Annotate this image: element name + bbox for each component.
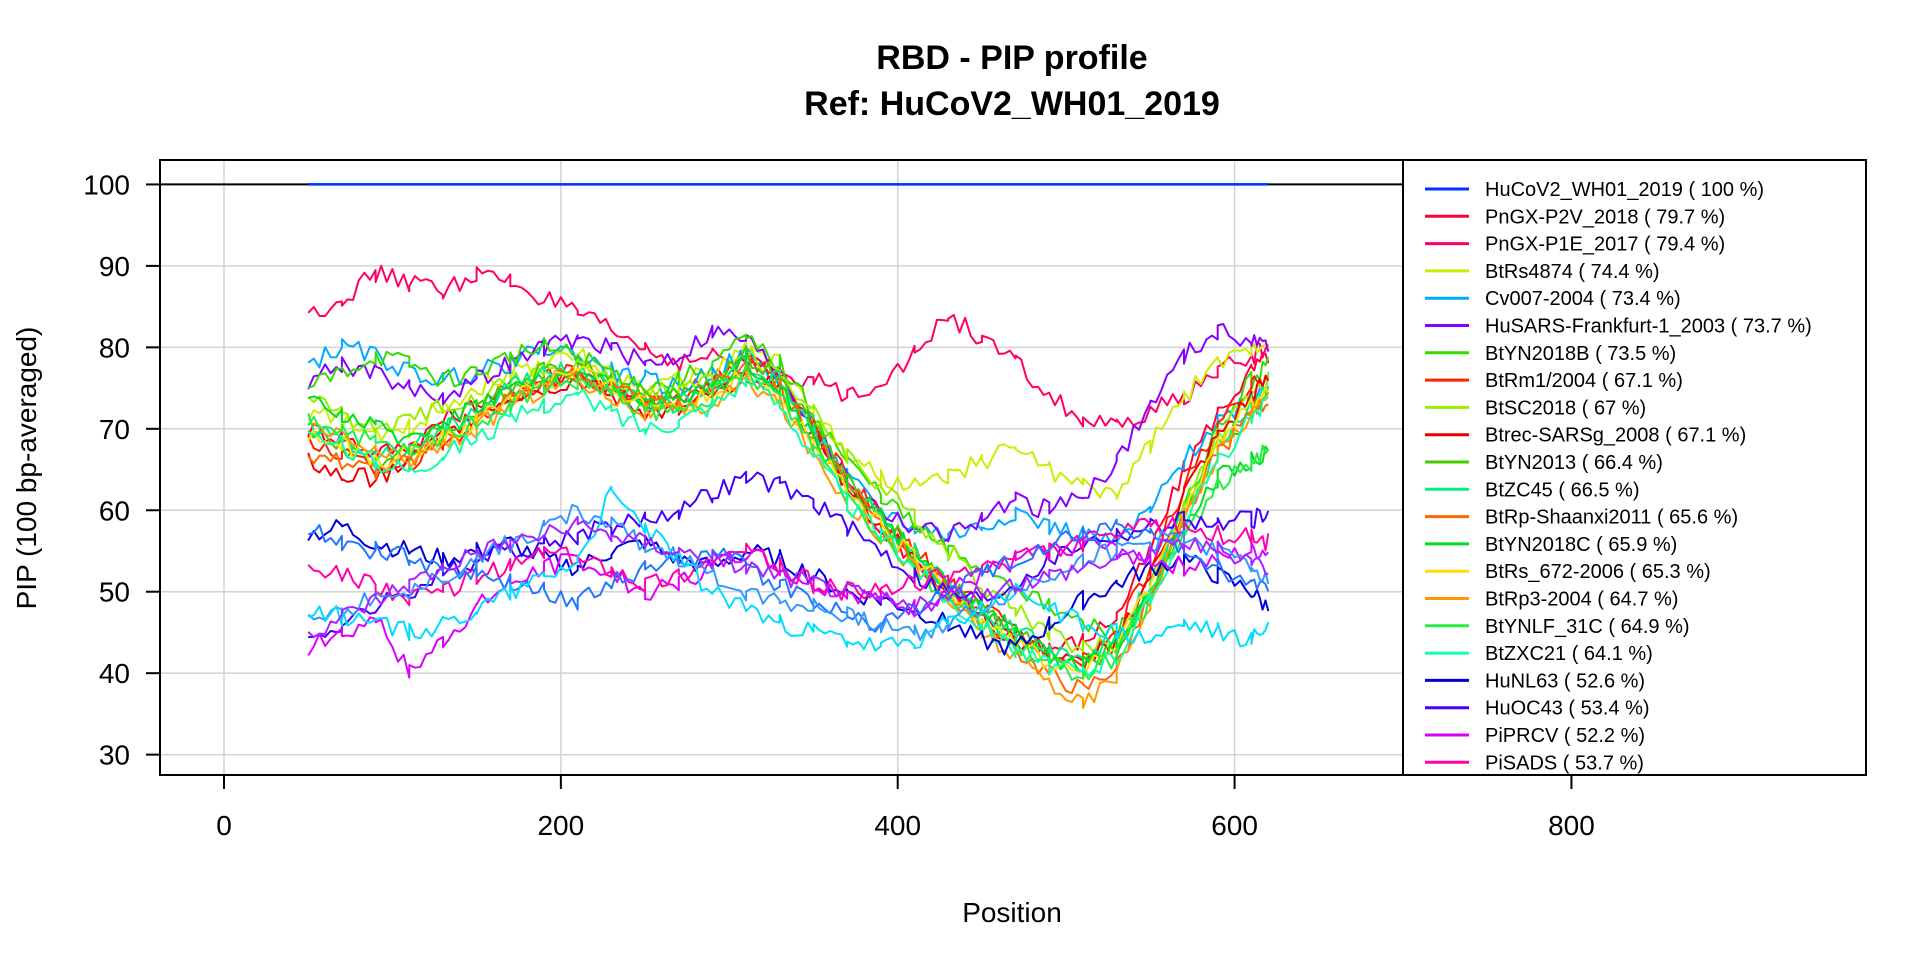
legend-label: BtZXC21 ( 64.1 %) — [1485, 643, 1653, 665]
x-tick-label: 800 — [1548, 810, 1595, 841]
legend-label: PiSADS ( 53.7 %) — [1485, 752, 1644, 774]
series-line — [307, 377, 1269, 677]
y-tick-label: 60 — [99, 495, 130, 526]
legend-label: BtYN2018B ( 73.5 %) — [1485, 343, 1676, 365]
chart-title: RBD - PIP profile — [876, 39, 1147, 77]
legend-label: PnGX-P2V_2018 ( 79.7 %) — [1485, 206, 1725, 228]
series-line — [307, 485, 1270, 652]
legend-label: BtSC2018 ( 67 %) — [1485, 397, 1646, 419]
x-tick-label: 400 — [874, 810, 921, 841]
legend-label: Cv007-2004 ( 73.4 %) — [1485, 288, 1681, 310]
series-line — [307, 503, 1270, 642]
legend-label: BtRm1/2004 ( 67.1 %) — [1485, 370, 1683, 392]
y-tick-label: 100 — [83, 169, 130, 200]
x-axis-title: Position — [962, 897, 1062, 928]
series-line — [307, 518, 1270, 633]
series-line — [307, 337, 1270, 545]
series-line — [308, 470, 1270, 639]
y-tick-label: 80 — [99, 332, 130, 363]
y-tick-label: 40 — [99, 658, 130, 689]
legend-label: BtYN2018C ( 65.9 %) — [1485, 534, 1677, 556]
y-tick-label: 90 — [99, 251, 130, 282]
legend-label: BtYN2013 ( 66.4 %) — [1485, 452, 1663, 474]
legend-label: BtRs4874 ( 74.4 %) — [1485, 261, 1660, 283]
legend-label: HuNL63 ( 52.6 %) — [1485, 670, 1645, 692]
plot-area: 30 40 50 60 70 80 90 100 0 200 400 600 800 HuCoV2_WH0… — [83, 159, 1867, 841]
y-axis-title: PIP (100 bp-averaged) — [11, 327, 42, 610]
legend-label: HuCoV2_WH01_2019 ( 100 %) — [1485, 179, 1764, 201]
x-tick-label: 200 — [537, 810, 584, 841]
y-tick-label: 30 — [99, 740, 130, 771]
y-tick-label: 70 — [99, 414, 130, 445]
series-line — [307, 515, 1269, 639]
legend-label: BtRs_672-2006 ( 65.3 %) — [1485, 561, 1711, 583]
legend-label: HuOC43 ( 53.4 %) — [1485, 698, 1650, 720]
legend-label: HuSARS-Frankfurt-1_2003 ( 73.7 %) — [1485, 316, 1812, 338]
legend-label: BtZC45 ( 66.5 %) — [1485, 479, 1640, 501]
legend-label: BtRp-Shaanxi2011 ( 65.6 %) — [1485, 507, 1738, 529]
legend-label: PiPRCV ( 52.2 %) — [1485, 725, 1645, 747]
series-line — [307, 354, 1270, 673]
series-line — [307, 363, 1270, 681]
x-tick-label: 0 — [216, 810, 232, 841]
chart-subtitle: Ref: HuCoV2_WH01_2019 — [804, 85, 1220, 123]
y-tick-label: 50 — [99, 577, 130, 608]
plot-border — [159, 159, 1867, 776]
x-tick-label: 600 — [1211, 810, 1258, 841]
legend-label: BtRp3-2004 ( 64.7 %) — [1485, 589, 1678, 611]
legend-label: Btrec-SARSg_2008 ( 67.1 %) — [1485, 425, 1746, 447]
legend-label: PnGX-P1E_2017 ( 79.4 %) — [1485, 234, 1725, 256]
legend-label: BtYNLF_31C ( 64.9 %) — [1485, 616, 1690, 638]
